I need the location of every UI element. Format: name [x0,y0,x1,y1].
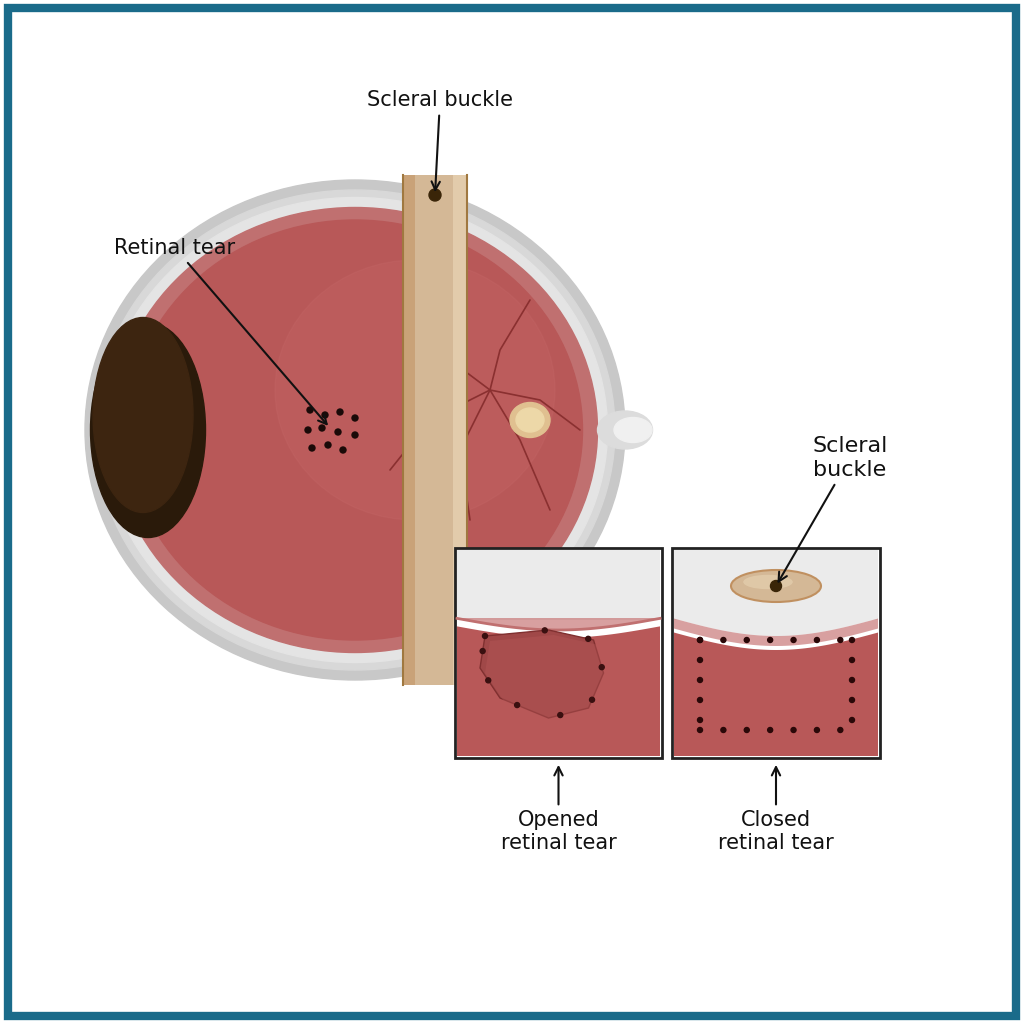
Bar [672,548,880,758]
Polygon shape [674,618,878,636]
Ellipse shape [743,574,793,589]
Polygon shape [453,175,467,685]
Ellipse shape [102,198,607,663]
Ellipse shape [114,862,123,882]
Ellipse shape [597,411,652,449]
Ellipse shape [113,208,597,652]
Ellipse shape [90,323,206,538]
Circle shape [791,638,796,642]
Circle shape [697,638,702,642]
Polygon shape [457,618,660,630]
Circle shape [744,638,750,642]
Circle shape [838,727,843,732]
Circle shape [744,727,750,732]
Ellipse shape [275,260,555,520]
Circle shape [850,718,854,723]
Ellipse shape [95,190,615,670]
Circle shape [838,638,843,642]
Circle shape [485,678,490,683]
Circle shape [697,727,702,732]
Polygon shape [403,175,415,685]
Circle shape [307,407,313,413]
Circle shape [543,628,547,633]
Ellipse shape [731,570,821,602]
Circle shape [850,678,854,683]
Bar [455,548,662,758]
Ellipse shape [510,402,550,437]
Circle shape [697,678,702,683]
Ellipse shape [85,180,625,680]
Ellipse shape [108,848,128,857]
Text: Closed
retinal tear: Closed retinal tear [718,767,834,853]
Ellipse shape [614,418,652,442]
Circle shape [340,447,346,453]
Text: Retinal tear: Retinal tear [115,238,327,424]
Circle shape [335,429,341,435]
Circle shape [319,425,325,431]
Circle shape [590,697,595,702]
Circle shape [850,657,854,663]
Polygon shape [485,635,608,723]
Circle shape [309,445,315,451]
Circle shape [850,638,854,642]
Circle shape [697,657,702,663]
Circle shape [586,636,591,641]
Polygon shape [674,633,878,756]
Polygon shape [480,630,603,718]
Text: Scleral buckle: Scleral buckle [367,90,513,189]
Ellipse shape [93,317,193,512]
Polygon shape [674,618,878,646]
Polygon shape [403,175,467,685]
Circle shape [850,697,854,702]
Circle shape [352,415,358,421]
Circle shape [352,432,358,438]
Ellipse shape [128,220,583,640]
Circle shape [482,634,487,639]
Bar [457,550,660,620]
Bar [674,550,878,620]
Circle shape [515,702,519,708]
Ellipse shape [93,842,102,862]
Circle shape [768,727,773,732]
Circle shape [558,713,563,718]
Circle shape [599,665,604,670]
Circle shape [770,581,781,592]
Circle shape [791,727,796,732]
Ellipse shape [516,408,544,432]
Text: Scleral
buckle: Scleral buckle [778,436,888,582]
Polygon shape [457,627,660,756]
Circle shape [721,638,726,642]
Circle shape [429,189,441,201]
Text: bimaristan: bimaristan [34,896,182,924]
Circle shape [814,638,819,642]
Circle shape [337,409,343,415]
Circle shape [768,638,773,642]
Circle shape [814,727,819,732]
Ellipse shape [88,867,109,877]
Circle shape [322,412,328,418]
Circle shape [305,427,311,433]
Circle shape [697,697,702,702]
Text: Opened
retinal tear: Opened retinal tear [501,767,616,853]
Text: بيمارستان: بيمارستان [42,941,174,963]
Circle shape [325,442,331,449]
Circle shape [697,718,702,723]
Circle shape [480,648,485,653]
Circle shape [697,638,702,642]
Circle shape [721,727,726,732]
